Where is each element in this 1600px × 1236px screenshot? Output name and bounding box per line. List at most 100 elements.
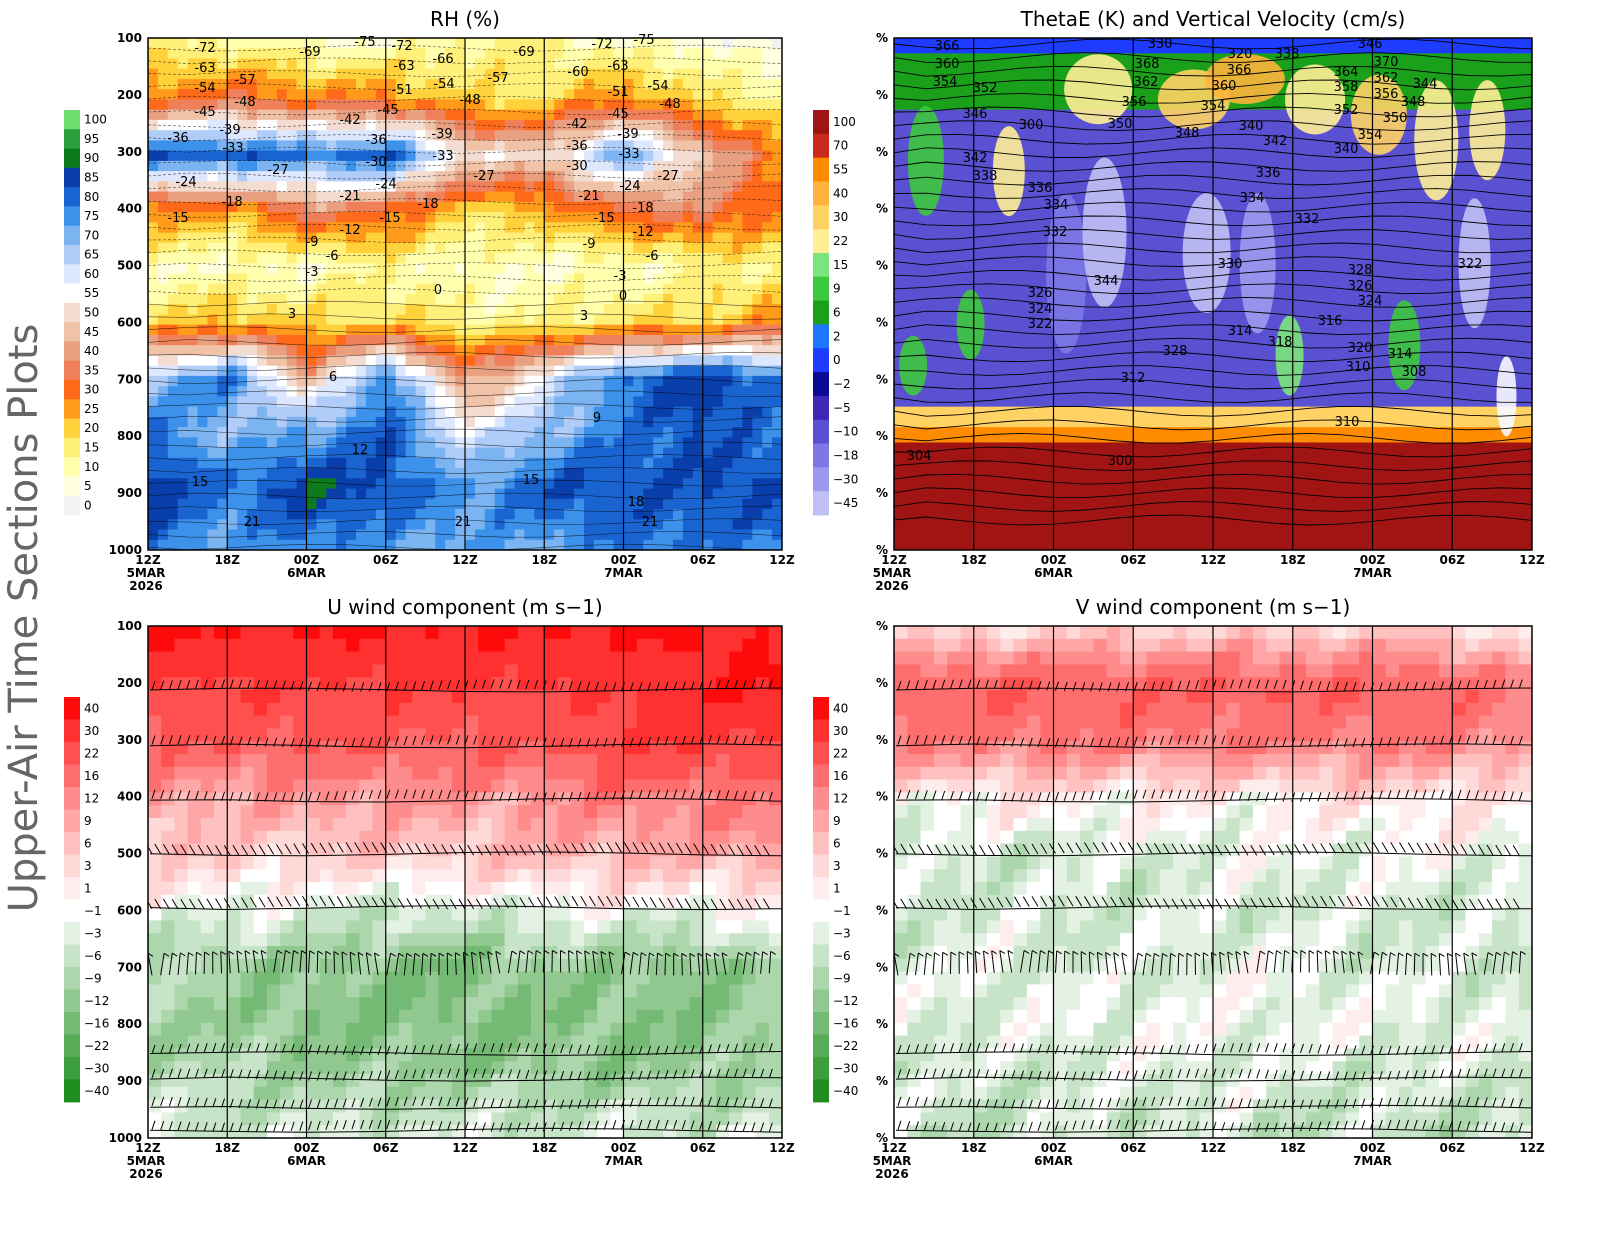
- field-cell: [319, 626, 334, 640]
- field-cell: [187, 766, 202, 781]
- field-cell: [336, 396, 347, 408]
- field-cell: [474, 345, 486, 356]
- field-cell: [438, 984, 453, 998]
- field-cell: [633, 222, 644, 234]
- field-cell: [484, 201, 496, 213]
- field-cell: [227, 396, 238, 408]
- field-cell: [415, 396, 426, 408]
- field-cell: [326, 68, 337, 80]
- field-cell: [732, 273, 743, 285]
- field-cell: [564, 130, 575, 141]
- field-cell: [732, 201, 743, 213]
- field-cell: [365, 99, 377, 111]
- rh-contour-label: -60: [567, 65, 588, 80]
- field-cell: [554, 253, 565, 264]
- field-cell: [177, 304, 189, 315]
- field-cell: [359, 626, 374, 640]
- field-cell: [438, 626, 453, 640]
- field-cell: [583, 488, 595, 500]
- field-cell: [455, 283, 466, 295]
- field-cell: [653, 160, 664, 172]
- field-cell: [742, 79, 753, 90]
- field-cell: [610, 843, 625, 857]
- field-cell: [465, 651, 479, 665]
- field-cell: [663, 140, 674, 152]
- field-cell: [531, 882, 545, 896]
- y-tick-label: 900: [117, 486, 142, 500]
- field-cell: [752, 232, 763, 244]
- field-cell: [177, 253, 189, 264]
- field-cell: [494, 130, 506, 141]
- field-cell: [435, 212, 446, 223]
- colorbar-label: 22: [833, 234, 848, 248]
- field-cell: [752, 89, 763, 100]
- field-cell: [689, 805, 704, 819]
- field-cell: [286, 498, 298, 510]
- field-cell: [346, 830, 360, 845]
- field-cell: [673, 416, 684, 428]
- field-cell: [474, 468, 486, 479]
- field-cell: [504, 830, 519, 845]
- field-cell: [455, 99, 466, 111]
- field-cell: [484, 396, 496, 408]
- field-cell: [372, 805, 387, 819]
- field-cell: [465, 437, 476, 449]
- field-cell: [531, 715, 545, 729]
- field-cell: [247, 38, 258, 49]
- field-cell: [227, 488, 238, 500]
- field-cell: [326, 160, 337, 172]
- field-cell: [574, 406, 585, 418]
- field-cell: [257, 427, 268, 438]
- field-cell: [217, 181, 228, 193]
- field-cell: [336, 345, 347, 356]
- field-cell: [653, 294, 664, 305]
- field-cell: [438, 933, 453, 947]
- field-cell: [663, 150, 674, 162]
- field-cell: [316, 48, 327, 59]
- field-cell: [266, 702, 281, 717]
- field-cell: [534, 416, 545, 428]
- rh-contour-label: -27: [473, 169, 494, 184]
- field-cell: [554, 58, 565, 70]
- field-cell: [177, 130, 189, 141]
- field-cell: [491, 971, 506, 985]
- field-cell: [187, 109, 199, 121]
- field-cell: [762, 58, 773, 70]
- field-cell: [504, 365, 516, 377]
- field-cell: [326, 335, 337, 346]
- field-cell: [359, 856, 374, 870]
- field-cell: [276, 109, 288, 121]
- field-cell: [257, 212, 268, 223]
- field-cell: [455, 68, 466, 80]
- field-cell: [346, 314, 357, 326]
- field-cell: [455, 119, 466, 131]
- field-cell: [465, 971, 479, 985]
- field-cell: [336, 273, 347, 285]
- field-cell: [643, 345, 654, 356]
- field-cell: [689, 856, 704, 870]
- field-cell: [316, 355, 327, 367]
- field-cell: [544, 741, 559, 755]
- field-cell: [286, 212, 298, 223]
- field-cell: [395, 79, 407, 90]
- field-cell: [306, 869, 321, 883]
- field-cell: [332, 664, 347, 678]
- field-cell: [712, 468, 724, 479]
- field-cell: [504, 766, 519, 781]
- field-cell: [356, 89, 367, 100]
- y-tick-label: %: [876, 259, 888, 273]
- field-cell: [197, 232, 208, 244]
- field-cell: [474, 396, 486, 408]
- field-cell: [438, 677, 453, 691]
- field-cell: [197, 119, 208, 131]
- field-cell: [603, 58, 615, 70]
- colorbar-label: 25: [84, 402, 99, 416]
- field-cell: [336, 191, 347, 203]
- field-cell: [663, 68, 674, 80]
- field-cell: [217, 171, 228, 182]
- field-cell: [504, 375, 516, 387]
- field-cell: [534, 457, 545, 469]
- field-cell: [332, 856, 347, 870]
- field-cell: [187, 263, 199, 275]
- field-cell: [593, 232, 605, 244]
